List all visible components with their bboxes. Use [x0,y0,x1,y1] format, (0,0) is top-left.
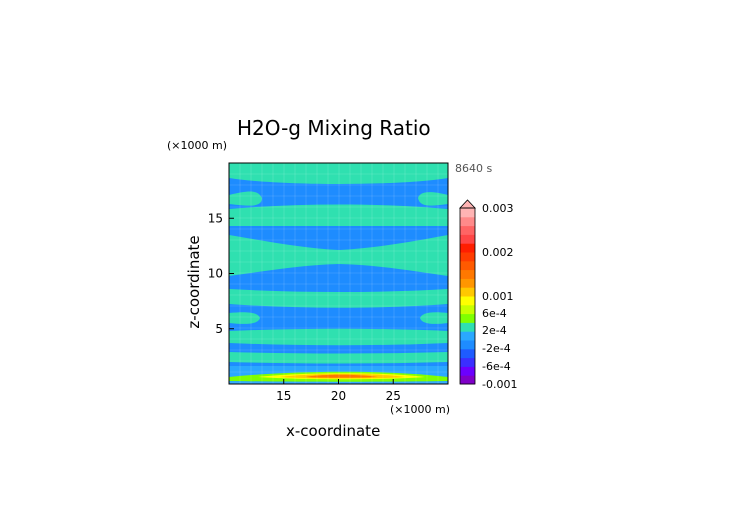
colorbar-swatch [460,357,475,367]
colorbar-swatch [460,216,475,227]
colorbar-swatch [460,331,475,341]
x-axis-label: x-coordinate [286,422,381,440]
colorbar-tick-label: 6e-4 [482,307,507,320]
colorbar-swatch [460,234,475,244]
colorbar-tick-label: 2e-4 [482,324,507,337]
positive-band-1 [229,163,448,184]
positive-band-9 [229,328,448,346]
colorbar-swatch [460,348,475,359]
y-axis-label: z-coordinate [185,235,203,329]
colorbar-swatch [460,340,475,350]
colorbar-swatch [460,296,475,306]
chart-title: H2O-g Mixing Ratio [237,116,431,140]
positive-band-6 [229,289,448,308]
colorbar-tick-label: 0.003 [482,202,514,215]
colorbar-swatch [460,287,475,297]
positive-band-7 [229,312,260,324]
y-tick-label: 15 [208,211,223,225]
y-axis-unit: (×1000 m) [167,139,228,152]
colorbar: 0.003 0.002 0.001 6e-4 2e-4 -2e-4 -6e-4 -0.001 [459,199,517,391]
positive-band-4 [229,204,448,226]
colorbar-tick-label: -6e-4 [482,360,511,373]
colorbar-swatch [460,278,475,288]
colorbar-swatch [460,313,475,323]
positive-band-10 [229,352,448,364]
x-tick-label: 25 [386,389,401,403]
colorbar-swatch [460,322,475,332]
colorbar-swatch [460,252,475,262]
positive-band-5 [229,235,448,276]
positive-band-3 [418,192,448,206]
colorbar-swatch [460,243,475,253]
x-axis-unit: (×1000 m) [390,403,451,416]
x-tick-label: 15 [276,389,291,403]
positive-band-2 [229,191,262,206]
colorbar-swatch [460,375,475,385]
colorbar-frame [459,207,476,385]
colorbar-swatch [460,269,475,279]
field-background [229,163,448,384]
y-tick-label: 10 [208,267,223,281]
colorbar-swatch [460,366,475,376]
colorbar-tick-label: 0.001 [482,290,514,303]
colorbar-swatch [460,304,475,315]
colorbar-extend-arrow [459,199,476,209]
time-label: 8640 s [455,162,493,175]
colorbar-swatch [460,260,475,271]
colorbar-tick-label: -2e-4 [482,342,511,355]
colorbar-swatch [460,208,475,218]
colorbar-tick-label: -0.001 [482,378,517,391]
surface-max-core [305,374,378,378]
x-tick-label: 20 [331,389,346,403]
colorbar-tick-label: 0.002 [482,246,514,259]
y-tick-label: 5 [215,322,223,336]
positive-band-8 [420,312,448,324]
colorbar-swatch [460,225,475,235]
x-axis-ticks: 15 20 25 [276,379,401,403]
plot-grid [229,163,448,384]
y-axis-ticks: 5 10 15 [208,211,234,336]
